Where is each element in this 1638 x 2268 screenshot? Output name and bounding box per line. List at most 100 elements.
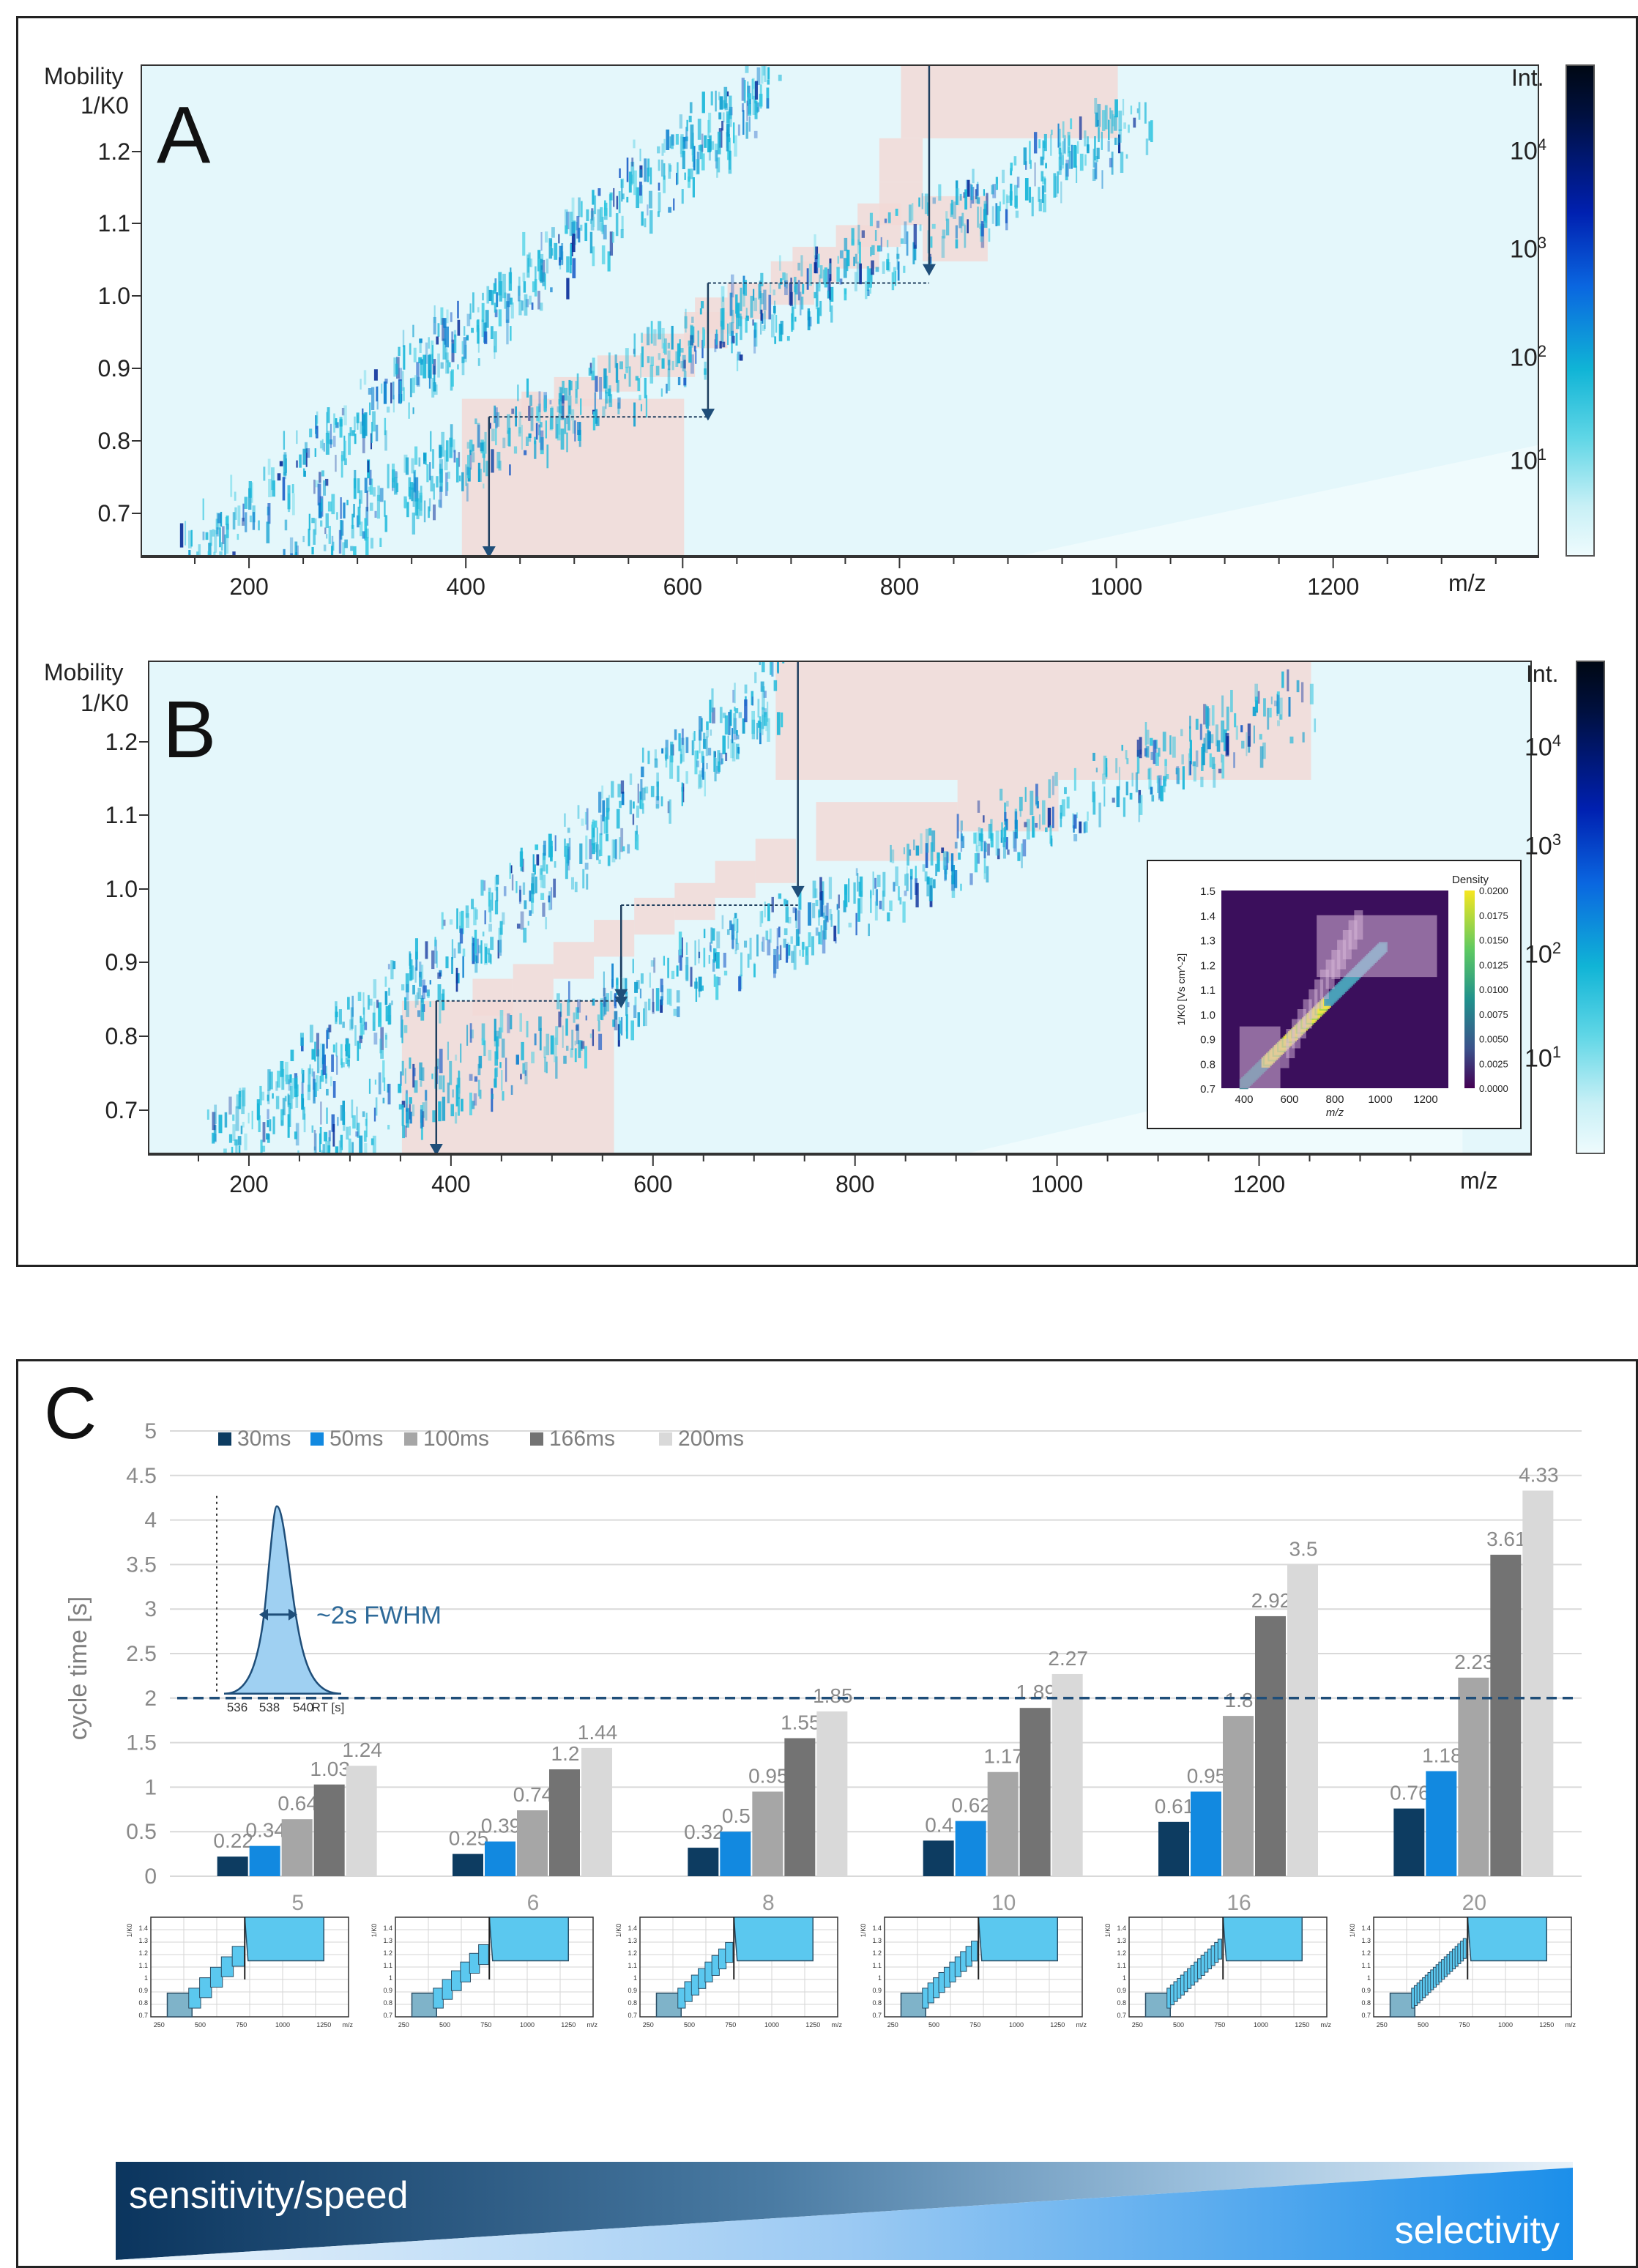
bar xyxy=(549,1769,580,1876)
isolation-window xyxy=(674,882,715,921)
bar-value-label: 0.32 xyxy=(684,1821,724,1843)
panel-b-y-tick-4: 0.8 xyxy=(105,1023,138,1050)
mini-y-tick: 1.3 xyxy=(138,1937,148,1944)
mini-x-tick: 250 xyxy=(1132,2021,1143,2029)
mini-y-tick: 0.9 xyxy=(1117,1987,1126,1994)
bar-value-label: 3.5 xyxy=(1289,1537,1318,1560)
panel-a-colorbar xyxy=(1566,64,1595,557)
panel-b-letter: B xyxy=(163,685,217,775)
panel-b-cbar-tick-0: 104 xyxy=(1525,732,1562,762)
panel-a-y-tickmark-5 xyxy=(132,512,141,514)
bar xyxy=(1255,1616,1286,1876)
mini-y-tick: 1 xyxy=(1123,1974,1126,1982)
bar-value-label: 0.62 xyxy=(951,1794,991,1817)
panel-c-letter: C xyxy=(44,1372,97,1454)
mini-y-tick: 1.3 xyxy=(1361,1937,1371,1944)
mini-x-tick: 750 xyxy=(236,2021,247,2029)
mini-x-tick: 500 xyxy=(928,2021,939,2029)
panel-a-cbar-tick-1: 103 xyxy=(1510,234,1547,264)
mini-x-tick: 1250 xyxy=(316,2021,331,2029)
mini-window xyxy=(442,1979,453,2000)
bar-value-label: 0.61 xyxy=(1155,1795,1195,1818)
inset-cbar-tick-7: 0.0025 xyxy=(1479,1058,1508,1069)
mini-y-tick: 0.8 xyxy=(628,1999,637,2007)
mini-y-tick: 1.4 xyxy=(628,1925,637,1932)
mini-x-unit: m/z xyxy=(587,2021,598,2029)
panel-b-x-tick-0: 200 xyxy=(229,1171,268,1197)
panel-b-y-tickmark-4 xyxy=(139,1036,148,1038)
mini-y-tick: 0.9 xyxy=(383,1987,392,1994)
y-tick-label: 4.5 xyxy=(126,1464,157,1488)
window-scheme-10: 1.4 1.3 1.2 1.1 1 0.9 0.8 0.7 250 500 750 1000 1250 m… xyxy=(858,1913,1100,2043)
mini-window-first xyxy=(166,1992,193,2018)
window-scheme-20: 1.4 1.3 1.2 1.1 1 0.9 0.8 0.7 250 500 750 1000 1250 m… xyxy=(1347,1913,1589,2043)
mini-x-tick: 500 xyxy=(1173,2021,1184,2029)
mini-window xyxy=(1217,1938,1222,1960)
peak-axis-label: 536 xyxy=(227,1700,247,1714)
mini-window-first xyxy=(655,1992,682,2018)
bar xyxy=(816,1711,848,1876)
y-tick-label: 4 xyxy=(144,1509,157,1533)
inset-window xyxy=(1239,1026,1281,1088)
isolation-window xyxy=(901,66,1118,138)
bar xyxy=(517,1810,548,1876)
bar-value-label: 0.74 xyxy=(513,1783,554,1806)
bar xyxy=(1490,1555,1522,1876)
category-label: 16 xyxy=(1226,1891,1251,1915)
legend-label: 100ms xyxy=(423,1427,489,1451)
bar-value-label: 0.25 xyxy=(449,1827,489,1850)
band-left-label: sensitivity/speed xyxy=(129,2174,409,2217)
mini-x-unit: m/z xyxy=(832,2021,843,2029)
mini-y-tick: 0.8 xyxy=(1117,1999,1126,2007)
mini-x-tick: 500 xyxy=(195,2021,206,2029)
isolation-window xyxy=(957,779,1059,832)
peak-shape xyxy=(223,1505,342,1695)
inset-y-tick-8: 0.7 xyxy=(1200,1083,1216,1096)
panel-a-y-tickmark-0 xyxy=(132,150,141,152)
panel-a-x-tick-3: 800 xyxy=(880,573,919,600)
panel-b-y-tickmark-3 xyxy=(139,962,148,964)
panel-b-y-title-2: 1/K0 xyxy=(81,690,129,716)
bar-value-label: 1.44 xyxy=(578,1721,618,1744)
bar-value-label: 1.55 xyxy=(781,1711,821,1734)
mini-window xyxy=(725,1941,734,1963)
scan-arrows xyxy=(429,662,805,1153)
panel-a-y-tickmark-1 xyxy=(132,223,141,225)
mini-x-tick: 1000 xyxy=(764,2021,779,2029)
panel-b-colorbar-title: Int. xyxy=(1526,661,1559,687)
legend-swatch xyxy=(659,1432,672,1446)
category-label: 8 xyxy=(762,1891,775,1915)
mini-y-tick: 1.4 xyxy=(1361,1925,1371,1932)
mini-y-tick: 0.7 xyxy=(138,2012,148,2019)
mini-window xyxy=(677,1988,686,2009)
mini-x-tick: 1000 xyxy=(1009,2021,1024,2029)
panel-b-x-axis: 200 400 600 800 1000 1200 xyxy=(148,1154,1532,1197)
y-tick-label: 5 xyxy=(144,1419,157,1443)
panel-b-y-tickmark-2 xyxy=(139,888,148,890)
window-scheme-5: 1.4 1.3 1.2 1.1 1 0.9 0.8 0.7 250 500 750 1000 1250 m… xyxy=(124,1913,366,2043)
panel-a-y-title-2: 1/K0 xyxy=(81,92,129,119)
mini-y-tick: 1 xyxy=(389,1974,392,1982)
panel-b-x-tick-3: 800 xyxy=(835,1171,874,1197)
bar xyxy=(1426,1771,1457,1876)
mini-window-top xyxy=(733,1916,814,1962)
bar xyxy=(281,1819,313,1876)
panel-a-y-tick-3: 0.9 xyxy=(97,355,130,382)
legend-label: 30ms xyxy=(237,1427,291,1451)
mini-window xyxy=(433,1988,444,2009)
y-tick-label: 3.5 xyxy=(126,1553,157,1577)
ion-signals xyxy=(179,66,1153,555)
legend-label: 50ms xyxy=(330,1427,383,1451)
mini-y-tick: 1.1 xyxy=(383,1962,392,1969)
mini-x-tick: 1250 xyxy=(1050,2021,1065,2029)
bar-value-label: 1.89 xyxy=(1016,1681,1056,1703)
panel-a-y-tick-0: 1.2 xyxy=(97,138,130,165)
legend-swatch xyxy=(530,1432,543,1446)
inset-x-tick-1: 600 xyxy=(1280,1093,1298,1106)
mini-window xyxy=(220,1956,234,1977)
category-label: 6 xyxy=(527,1891,540,1915)
mini-y-tick: 1.2 xyxy=(628,1949,637,1957)
mini-x-tick: 1250 xyxy=(805,2021,820,2029)
y-tick-label: 1.5 xyxy=(126,1731,157,1755)
panel-b-x-tick-1: 400 xyxy=(431,1171,470,1197)
